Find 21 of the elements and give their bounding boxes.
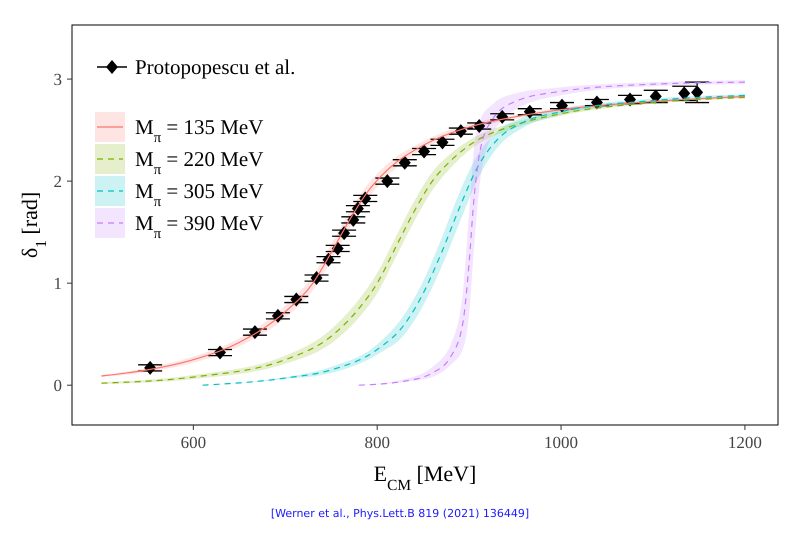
x-tick-label: 1200 (728, 433, 762, 452)
y-tick-label: 3 (54, 70, 62, 90)
legend-label: M$_{π}$ = 305 MeV (135, 179, 264, 210)
x-tick-label: 800 (364, 433, 390, 452)
point (398, 156, 411, 170)
y-tick-label: 2 (54, 172, 62, 192)
point (436, 135, 448, 150)
point (556, 98, 568, 113)
y-tick-label: 0 (54, 376, 62, 396)
point (381, 174, 394, 188)
text: [Werner et al., Phys.Lett.B 819 (2021) 136449] (270, 507, 530, 520)
legend-label: Protopopescu et al. (135, 55, 296, 79)
legend-label: M$_{π}$ = 220 MeV (135, 147, 264, 178)
x-tick-label: 600 (180, 433, 206, 452)
x-axis-title: E$_{CM}$ [MeV] (374, 461, 476, 494)
legend-label: M$_{π}$ = 135 MeV (135, 115, 264, 146)
y-tick-label: 1 (54, 274, 62, 294)
x-tick-label: 1000 (544, 433, 578, 452)
point (691, 85, 704, 100)
point (418, 144, 430, 159)
legend-label: M$_{π}$ = 390 MeV (135, 211, 264, 242)
